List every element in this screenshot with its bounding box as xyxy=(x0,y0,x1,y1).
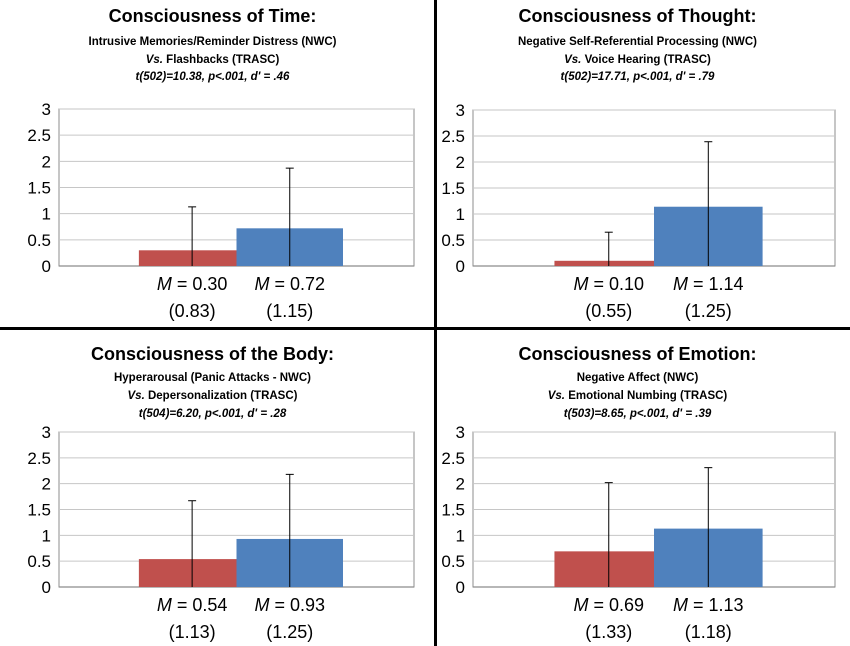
vertical-divider xyxy=(434,0,437,646)
y-tick-label: 0 xyxy=(42,578,51,597)
y-tick-label: 2.5 xyxy=(27,449,51,468)
y-tick-label: 0.5 xyxy=(27,552,51,571)
y-tick-label: 3 xyxy=(456,423,465,442)
y-tick-label: 1.5 xyxy=(441,501,465,520)
panel-thought: Consciousness of Thought: Negative Self-… xyxy=(425,0,850,323)
y-tick-label: 2 xyxy=(456,475,465,494)
y-tick-label: 0.5 xyxy=(441,552,465,571)
y-tick-label: 2.5 xyxy=(27,126,51,145)
bar-chart: 0 0.5 1 1.5 2 2.5 3 M = 0.30 (0.83) M = 0.72 (1.15… xyxy=(27,100,415,321)
mean-label: M = 0.72 xyxy=(254,274,325,294)
y-tick-label: 3 xyxy=(42,100,51,119)
bar-chart: 0 0.5 1 1.5 2 2.5 3 M = 0.54 (1.13) M = 0.93 (1.25… xyxy=(27,423,415,642)
mean-label: M = 1.14 xyxy=(673,274,744,294)
panel-emotion: Consciousness of Emotion: Negative Affec… xyxy=(425,323,850,646)
mean-label: M = 1.13 xyxy=(673,595,744,615)
sd-label: (0.83) xyxy=(169,301,216,321)
vs-label: Vs. xyxy=(145,54,163,66)
mean-label: M = 0.30 xyxy=(157,274,228,294)
panel-subtitle-line2: Vs. Emotional Numbing (TRASC) xyxy=(425,390,850,402)
panel-stat: t(503)=8.65, p<.001, d' = .39 xyxy=(563,408,712,420)
panel-subtitle-line1: Negative Self-Referential Processing (NW… xyxy=(517,36,757,48)
panel-body: Consciousness of the Body: Hyperarousal … xyxy=(0,323,425,646)
panel-title: Consciousness of Emotion: xyxy=(518,344,757,364)
sd-label: (1.13) xyxy=(169,622,216,642)
subtitle-text: Emotional Numbing (TRASC) xyxy=(568,390,728,402)
panel-subtitle-line1: Negative Affect (NWC) xyxy=(576,372,699,384)
panel-subtitle-line2: Vs. Flashbacks (TRASC) xyxy=(0,54,425,66)
sd-label: (1.25) xyxy=(685,301,732,321)
horizontal-divider xyxy=(0,327,850,330)
y-tick-label: 2 xyxy=(42,152,51,171)
sd-label: (1.18) xyxy=(685,622,732,642)
mean-label: M = 0.54 xyxy=(157,595,228,615)
mean-label: M = 0.93 xyxy=(254,595,325,615)
panel-stat: t(504)=6.20, p<.001, d' = .28 xyxy=(138,408,287,420)
panel-subtitle-line2: Vs. Voice Hearing (TRASC) xyxy=(425,54,850,66)
y-tick-label: 3 xyxy=(42,423,51,442)
vs-label: Vs. xyxy=(127,390,145,402)
panel-title: Consciousness of Thought: xyxy=(518,6,757,26)
y-tick-label: 1.5 xyxy=(441,179,465,198)
bar-chart: 0 0.5 1 1.5 2 2.5 3 M = 0.69 (1.33) M = 1.13 (1.18… xyxy=(441,423,836,642)
y-tick-label: 1 xyxy=(42,205,51,224)
y-tick-label: 0.5 xyxy=(27,231,51,250)
subtitle-text: Depersonalization (TRASC) xyxy=(147,390,298,402)
mean-label: M = 0.69 xyxy=(573,595,644,615)
y-tick-label: 1 xyxy=(456,526,465,545)
panel-subtitle-line1: Intrusive Memories/Reminder Distress (NW… xyxy=(88,36,337,48)
panel-title: Consciousness of the Body: xyxy=(90,344,335,364)
subtitle-text: Voice Hearing (TRASC) xyxy=(584,54,711,66)
panel-stat: t(502)=17.71, p<.001, d' = .79 xyxy=(560,71,715,83)
panel-time: Consciousness of Time: Intrusive Memorie… xyxy=(0,0,425,323)
panel-subtitle-line2: Vs. Depersonalization (TRASC) xyxy=(0,390,425,402)
sd-label: (0.55) xyxy=(585,301,632,321)
y-tick-label: 1.5 xyxy=(27,179,51,198)
y-tick-label: 3 xyxy=(456,101,465,120)
y-tick-label: 0 xyxy=(42,257,51,276)
panel-stat: t(502)=10.38, p<.001, d' = .46 xyxy=(135,71,290,83)
y-tick-label: 1.5 xyxy=(27,501,51,520)
y-tick-label: 2 xyxy=(456,153,465,172)
y-tick-label: 0 xyxy=(456,578,465,597)
sd-label: (1.15) xyxy=(266,301,313,321)
subtitle-text: Flashbacks (TRASC) xyxy=(166,54,280,66)
vs-label: Vs. xyxy=(547,390,565,402)
sd-label: (1.33) xyxy=(585,622,632,642)
sd-label: (1.25) xyxy=(266,622,313,642)
y-tick-label: 1 xyxy=(42,526,51,545)
vs-label: Vs. xyxy=(564,54,582,66)
panel-subtitle-line1: Hyperarousal (Panic Attacks - NWC) xyxy=(113,372,312,384)
y-tick-label: 2.5 xyxy=(441,127,465,146)
y-tick-label: 0 xyxy=(456,257,465,276)
bar-chart: 0 0.5 1 1.5 2 2.5 3 M = 0.10 (0.55) M = 1.14 (1.25… xyxy=(441,101,836,321)
panel-title: Consciousness of Time: xyxy=(108,6,317,26)
y-tick-label: 2 xyxy=(42,475,51,494)
y-tick-label: 0.5 xyxy=(441,231,465,250)
y-tick-label: 1 xyxy=(456,205,465,224)
y-tick-label: 2.5 xyxy=(441,449,465,468)
mean-label: M = 0.10 xyxy=(573,274,644,294)
